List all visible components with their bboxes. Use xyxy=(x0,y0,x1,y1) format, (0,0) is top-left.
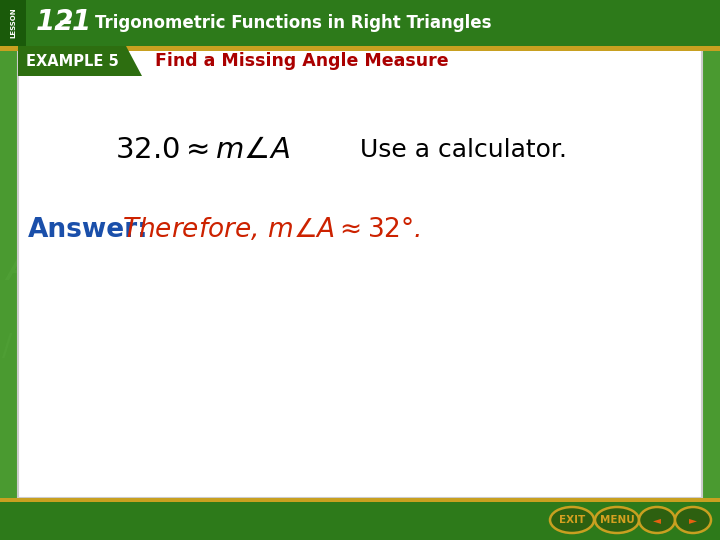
Text: Find a Missing Angle Measure: Find a Missing Angle Measure xyxy=(155,52,449,70)
Text: Answer:: Answer: xyxy=(28,217,149,243)
Ellipse shape xyxy=(550,507,594,533)
Ellipse shape xyxy=(595,507,639,533)
Text: MENU: MENU xyxy=(600,515,634,525)
Ellipse shape xyxy=(639,507,675,533)
Text: EXIT: EXIT xyxy=(559,515,585,525)
Text: Use a calculator.: Use a calculator. xyxy=(360,138,567,162)
Text: Trigonometric Functions in Right Triangles: Trigonometric Functions in Right Triangl… xyxy=(95,14,492,32)
Text: Therefore, $m\angle A \approx 32°$.: Therefore, $m\angle A \approx 32°$. xyxy=(122,217,420,244)
Text: EXAMPLE 5: EXAMPLE 5 xyxy=(26,53,118,69)
Text: A: A xyxy=(6,250,32,288)
Text: /: / xyxy=(2,332,12,361)
FancyBboxPatch shape xyxy=(0,0,26,46)
FancyBboxPatch shape xyxy=(18,46,126,76)
Text: ◄: ◄ xyxy=(653,515,661,525)
Ellipse shape xyxy=(675,507,711,533)
FancyBboxPatch shape xyxy=(0,0,720,46)
Text: ►: ► xyxy=(689,515,697,525)
Text: –1: –1 xyxy=(58,8,91,36)
FancyBboxPatch shape xyxy=(0,498,720,502)
FancyBboxPatch shape xyxy=(0,498,720,540)
Text: 12: 12 xyxy=(36,8,74,36)
FancyBboxPatch shape xyxy=(0,46,720,51)
Text: LESSON: LESSON xyxy=(10,8,16,38)
FancyBboxPatch shape xyxy=(18,46,702,498)
Text: $32.0 \approx m\angle A$: $32.0 \approx m\angle A$ xyxy=(115,136,290,164)
Polygon shape xyxy=(126,46,142,76)
